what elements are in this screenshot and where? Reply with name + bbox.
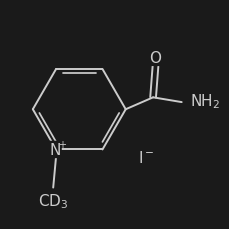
Text: N: N (49, 142, 60, 157)
Text: O: O (149, 51, 161, 65)
Text: NH$_2$: NH$_2$ (189, 92, 219, 111)
Text: +: + (58, 140, 66, 150)
Text: I$^-$: I$^-$ (137, 149, 154, 165)
Text: CD$_3$: CD$_3$ (38, 191, 68, 210)
